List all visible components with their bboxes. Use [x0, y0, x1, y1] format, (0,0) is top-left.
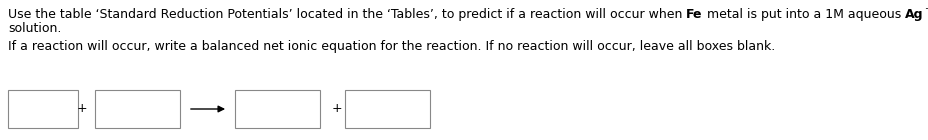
Text: If a reaction will occur, write a balanced net ionic equation for the reaction. : If a reaction will occur, write a balanc… [8, 40, 774, 53]
Text: Fe: Fe [686, 8, 702, 21]
Text: metal is put into a 1M aqueous: metal is put into a 1M aqueous [702, 8, 904, 21]
Text: solution.: solution. [8, 22, 61, 35]
Bar [344, 90, 430, 128]
Text: +: + [331, 102, 342, 116]
Text: Ag: Ag [904, 8, 922, 21]
Text: Use the table ‘Standard Reduction Potentials’ located in the ‘Tables’, to predic: Use the table ‘Standard Reduction Potent… [8, 8, 686, 21]
Text: +: + [77, 102, 87, 116]
Text: +: + [922, 4, 928, 13]
Bar [8, 90, 78, 128]
Bar [95, 90, 180, 128]
Bar [235, 90, 319, 128]
